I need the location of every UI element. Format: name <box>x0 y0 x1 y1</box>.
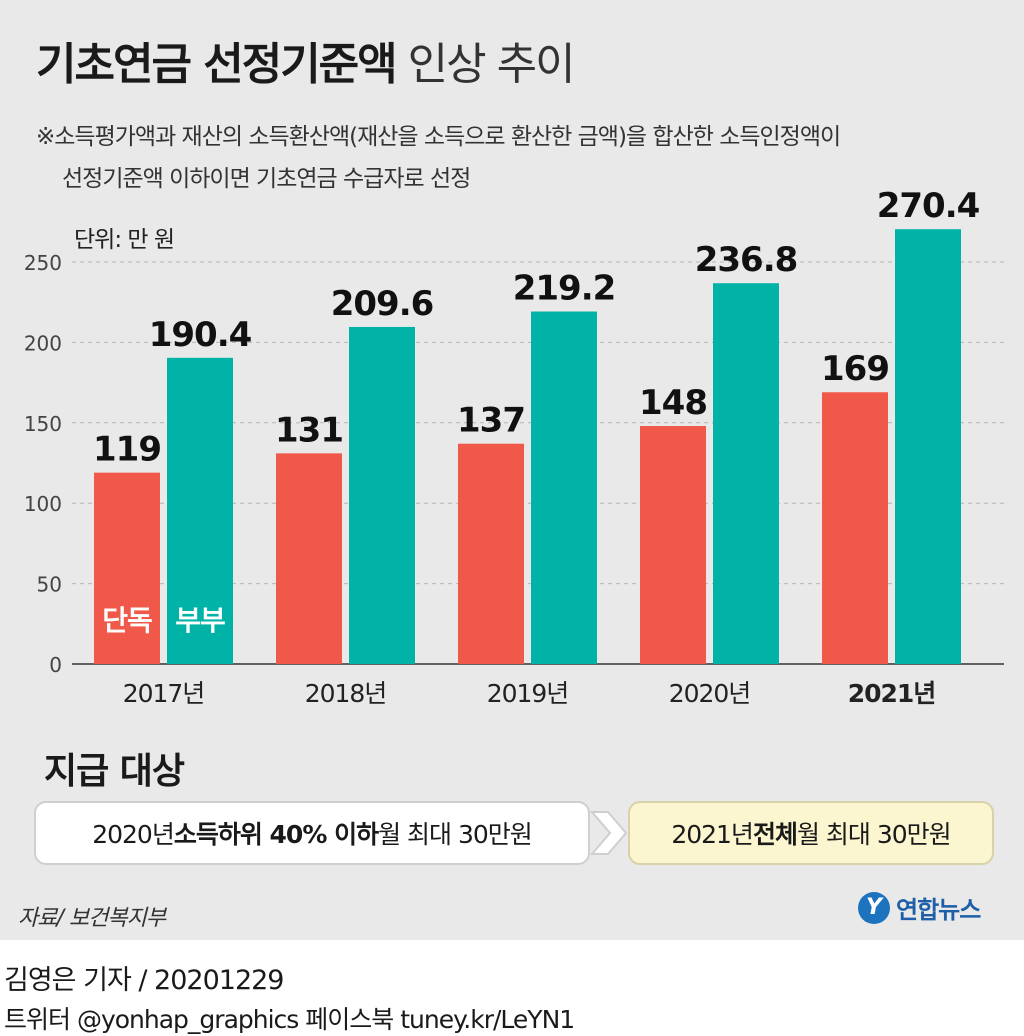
x-tick-label: 2021년 <box>848 679 936 708</box>
bar-couple <box>713 283 779 664</box>
bar-single <box>640 426 706 664</box>
note-line-2: 선정기준액 이하이면 기초연금 수급자로 선정 <box>62 166 471 192</box>
legend-label: 부부 <box>175 604 225 637</box>
title-bold: 기초연금 선정기준액 <box>36 39 398 90</box>
box2-amount: 월 최대 30만원 <box>796 820 952 849</box>
yonhap-logo: Y 연합뉴스 <box>858 890 981 925</box>
data-label: 219.2 <box>513 269 616 309</box>
data-label: 119 <box>93 430 161 470</box>
bar-couple <box>349 326 415 664</box>
x-tick-label: 2019년 <box>487 679 569 708</box>
y-tick-label: 50 <box>37 573 62 597</box>
data-label: 190.4 <box>149 315 252 355</box>
y-tick-label: 200 <box>24 331 62 355</box>
bar-single <box>458 443 524 664</box>
yonhap-logo-icon: Y <box>858 891 890 924</box>
bar-single <box>822 392 888 664</box>
eligibility-2020-box: 2020년 소득하위 40% 이하 월 최대 30만원 <box>34 801 590 865</box>
data-label: 137 <box>457 401 525 441</box>
chevron-right-icon <box>590 811 628 855</box>
reporter-name: 김영은 기자 <box>4 965 132 996</box>
data-label: 148 <box>639 383 707 423</box>
data-label: 209.6 <box>331 284 434 324</box>
bar-couple <box>531 311 597 664</box>
box2-year: 2021년 <box>671 820 754 849</box>
chart-title: 기초연금 선정기준액 인상 추이 <box>36 28 576 92</box>
eligibility-2021-box: 2021년 전체 월 최대 30만원 <box>628 801 994 865</box>
x-tick-label: 2020년 <box>669 679 751 708</box>
criteria-note: ※소득평가액과 재산의 소득환산액(재산을 소득으로 환산한 금액)을 합산한 … <box>36 116 841 200</box>
y-tick-label: 100 <box>24 492 62 516</box>
yonhap-logo-text: 연합뉴스 <box>896 896 981 924</box>
data-label: 236.8 <box>695 240 798 280</box>
box1-year: 2020년 <box>92 820 175 849</box>
x-tick-label: 2018년 <box>305 679 387 708</box>
y-tick-label: 0 <box>49 653 62 677</box>
bar-couple <box>895 229 961 665</box>
bar-single <box>94 472 160 664</box>
data-label: 131 <box>275 410 343 450</box>
data-label: 169 <box>821 349 889 389</box>
social-links: 트위터 @yonhap_graphics 페이스북 tuney.kr/LeYN1 <box>4 1005 575 1034</box>
byline: 김영은 기자 / 20201229 <box>4 958 284 997</box>
legend-label: 단독 <box>102 604 152 637</box>
publish-date: / 20201229 <box>130 965 284 996</box>
bar-single <box>276 453 342 664</box>
title-light: 인상 추이 <box>407 39 576 90</box>
box2-target: 전체 <box>752 820 798 849</box>
x-tick-label: 2017년 <box>123 679 205 708</box>
y-tick-label: 250 <box>24 251 62 275</box>
unit-label: 단위: 만 원 <box>74 227 175 253</box>
bar-couple <box>167 357 233 664</box>
source-text: 자료/ 보건복지부 <box>18 906 166 931</box>
box1-target: 소득하위 40% 이하 <box>173 820 379 849</box>
bar-chart: 0 50 100 150 200 250 119 190.4 2017년 131 209.6 2018… <box>24 186 1004 708</box>
note-line-1: ※소득평가액과 재산의 소득환산액(재산을 소득으로 환산한 금액)을 합산한 … <box>36 124 841 150</box>
y-tick-label: 150 <box>24 412 62 436</box>
box1-amount: 월 최대 30만원 <box>378 820 533 849</box>
eligibility-title: 지급 대상 <box>44 751 185 792</box>
data-label: 270.4 <box>877 186 980 226</box>
